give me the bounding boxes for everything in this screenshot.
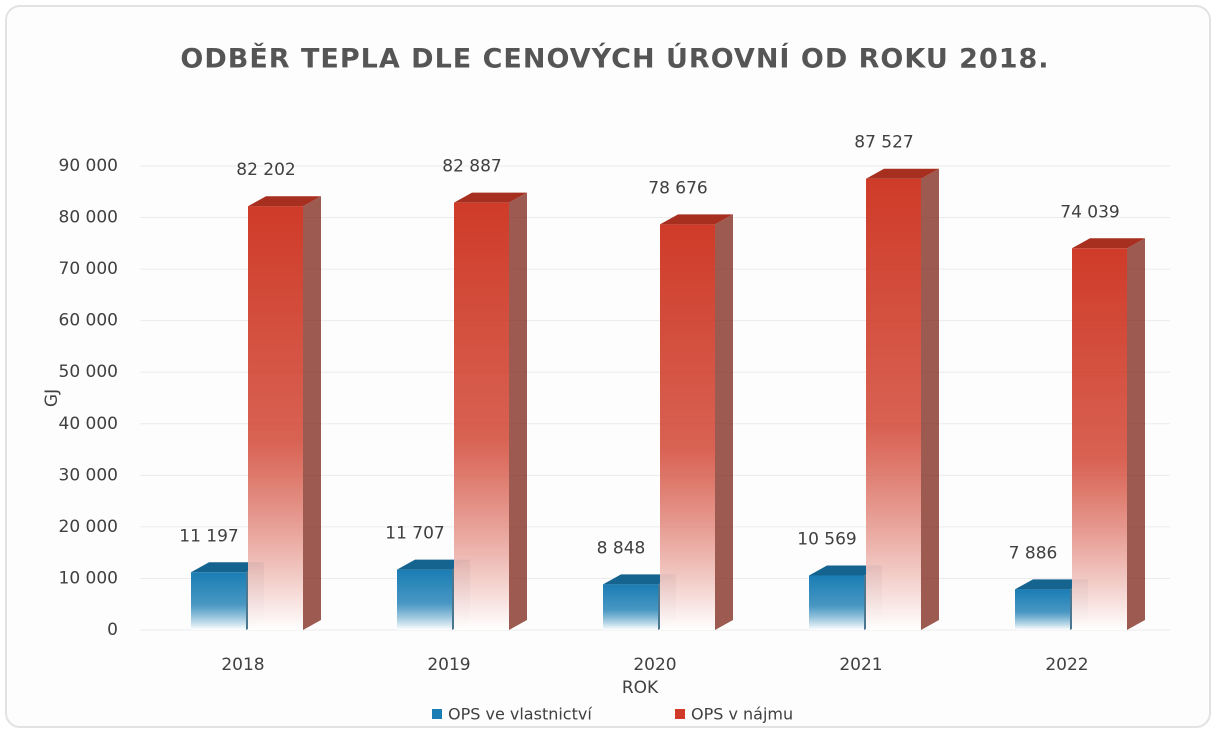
y-tick-label: 0 [107,620,118,640]
bar-top [191,562,264,573]
y-tick-label: 10 000 [59,568,118,588]
bar [866,178,921,630]
bar-side [921,168,939,630]
value-label: 87 527 [854,133,913,153]
value-label: 82 202 [236,160,295,180]
bar-top [397,559,470,570]
bar-top [603,574,676,585]
bar-side [1127,238,1145,630]
x-tick-label: 2018 [221,655,264,675]
value-label: 78 676 [648,178,707,198]
bar [809,575,864,630]
value-label: 10 569 [797,530,856,550]
y-tick-label: 20 000 [59,517,118,537]
value-label: 74 039 [1060,202,1119,222]
legend-swatch [432,709,442,719]
bar [660,224,715,630]
bar-side [303,196,321,631]
legend-label: OPS v nájmu [691,705,793,724]
y-tick-label: 80 000 [59,208,118,228]
x-tick-label: 2021 [839,655,882,675]
bar [191,572,246,630]
x-tick-label: 2020 [633,655,676,675]
value-label: 82 887 [442,157,501,177]
value-label: 11 197 [179,526,238,546]
y-tick-label: 40 000 [59,414,118,434]
bar-top [866,168,939,179]
value-label: 7 886 [1009,543,1058,563]
y-axis-label: GJ [42,389,62,407]
y-tick-label: 30 000 [59,465,118,485]
y-tick-label: 50 000 [59,362,118,382]
x-axis-label: ROK [622,678,659,698]
bar-top [1072,238,1145,249]
x-tick-label: 2019 [427,655,470,675]
value-label: 8 848 [597,538,646,558]
bar-top [454,192,527,203]
y-tick-label: 70 000 [59,259,118,279]
bar [397,569,452,630]
chart-title: ODBĚR TEPLA DLE CENOVÝCH ÚROVNÍ OD ROKU … [180,43,1049,75]
y-tick-label: 60 000 [59,311,118,331]
legend-swatch [675,709,685,719]
x-tick-label: 2022 [1045,655,1088,675]
bar [1072,248,1127,630]
bar-side [509,192,527,631]
bar-top [1015,579,1088,590]
bar-top [660,214,733,225]
bar [248,206,303,631]
value-label: 11 707 [385,524,444,544]
bar [454,202,509,631]
legend-label: OPS ve vlastnictví [448,705,592,724]
bar-top [248,196,321,207]
bar [1015,589,1070,630]
bar [603,584,658,630]
y-tick-label: 90 000 [59,156,118,176]
bar-side [715,214,733,630]
bar-top [809,565,882,576]
